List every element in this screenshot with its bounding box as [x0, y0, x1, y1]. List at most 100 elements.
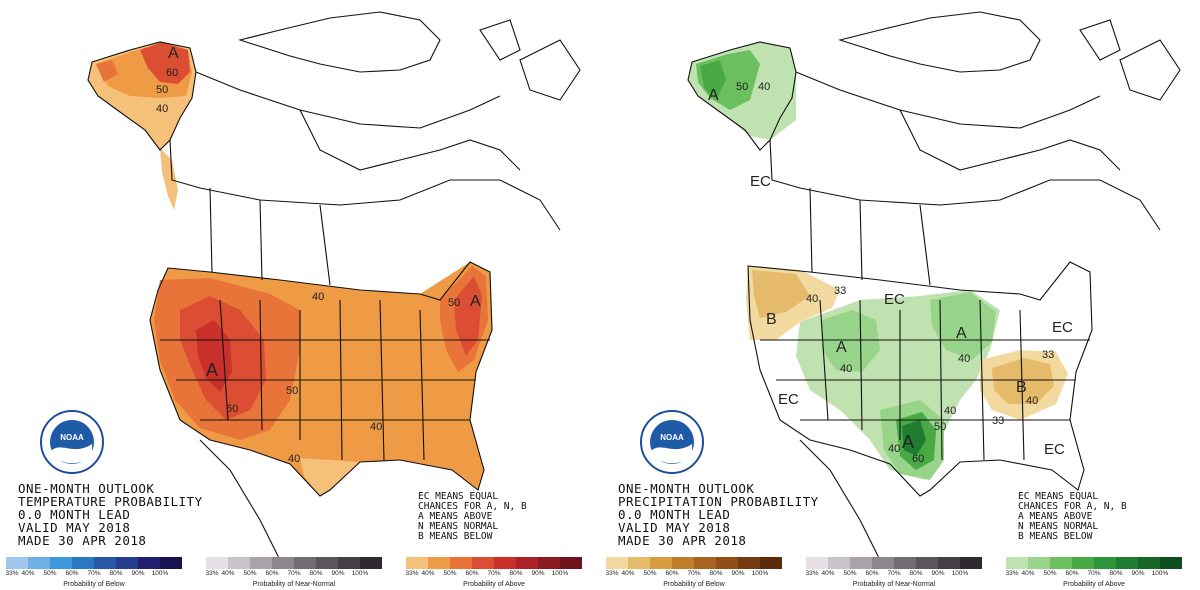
legend-note-line: N MEANS NORMAL — [1018, 521, 1099, 532]
outlook-variable: TEMPERATURE PROBABILITY — [18, 494, 203, 509]
colorbar-tick-label: 60% — [1065, 570, 1079, 577]
colorbar-tick-label: 80% — [309, 570, 323, 577]
colorbar-tick-label: 60% — [265, 570, 279, 577]
colorbar: 33% 40% 50% 60% 70% 80% 90% 100% Probability of … — [205, 557, 382, 588]
legend-note-line: CHANCES FOR A, N, B — [418, 501, 527, 512]
colorbar-title: Probability of Near-Normal — [852, 581, 936, 588]
colorbar-swatch — [760, 557, 782, 569]
colorbar-swatch — [160, 557, 182, 569]
temperature-outlook-text: ONE-MONTH OUTLOOK TEMPERATURE PROBABILIT… — [18, 482, 203, 547]
colorbar-swatch — [916, 557, 938, 569]
colorbar-tick-label: 90% — [1131, 570, 1145, 577]
texas-above-marker: A — [902, 432, 914, 452]
alaska-50-contour: 50 — [156, 84, 168, 96]
colorbar-tick-label: 70% — [287, 570, 301, 577]
precipitation-panel: A 50 40 EC B 40 33 EC A 40 A 40 EC B 33 … — [600, 0, 1200, 590]
colorbar-swatch — [560, 557, 582, 569]
colorbar-tick-label: 90% — [731, 570, 745, 577]
bc-ec-label: EC — [750, 173, 771, 190]
texas-wet-60 — [902, 420, 926, 456]
texas-40-contour-a: 40 — [944, 405, 956, 417]
colorbar-tick-label: 90% — [131, 570, 145, 577]
colorbar-tick-label: 33% — [5, 570, 19, 577]
colorbar-swatch — [72, 557, 94, 569]
colorbar-title: Probability of Below — [663, 581, 725, 588]
florida-ec-label: EC — [1044, 441, 1065, 458]
outlook-valid: VALID MAY 2018 — [618, 520, 731, 535]
legend-note-line: EC MEANS EQUAL — [418, 491, 499, 502]
precipitation-map: A 50 40 EC B 40 33 EC A 40 A 40 EC B 33 … — [687, 11, 1181, 561]
north-40-contour: 40 — [312, 291, 324, 303]
colorbar-tick-label: 40% — [21, 570, 35, 577]
colorbar-tick-label: 40% — [821, 570, 835, 577]
legend-note-line: B MEANS BELOW — [418, 531, 493, 542]
colorbar-title: Probability of Above — [1063, 581, 1125, 588]
colorbar-tick-label: 100% — [151, 570, 169, 577]
colorbar-swatch — [116, 557, 138, 569]
colorbar-tick-label: 80% — [709, 570, 723, 577]
colorbar-swatch — [1028, 557, 1050, 569]
outlook-lead: 0.0 MONTH LEAD — [618, 507, 731, 522]
colorbar-tick-label: 90% — [931, 570, 945, 577]
outlook-valid: VALID MAY 2018 — [18, 520, 131, 535]
northwest-dry-40 — [752, 270, 810, 318]
colorbar-swatch — [694, 557, 716, 569]
southeast-33-top-contour: 33 — [1042, 349, 1054, 361]
colorbar-swatch — [1094, 557, 1116, 569]
colorbar-title: Probability of Above — [463, 581, 525, 588]
outlook-made: MADE 30 APR 2018 — [618, 533, 747, 548]
colorbar-tick-label: 100% — [351, 570, 369, 577]
outlook-title: ONE-MONTH OUTLOOK — [18, 481, 155, 496]
outlook-title: ONE-MONTH OUTLOOK — [618, 481, 755, 496]
colorbar-title: Probability of Below — [63, 581, 125, 588]
central-40-contour: 40 — [840, 363, 852, 375]
outlook-lead: 0.0 MONTH LEAD — [18, 507, 131, 522]
colorbar-tick-label: 100% — [751, 570, 769, 577]
colorbar-swatch — [272, 557, 294, 569]
colorbar-swatch — [94, 557, 116, 569]
north-ec-label: EC — [884, 291, 905, 308]
legend-note-line: EC MEANS EQUAL — [1018, 491, 1099, 502]
colorbar-swatch — [672, 557, 694, 569]
alaska-60-contour: 60 — [166, 67, 178, 79]
colorbar: 33% 40% 50% 60% 70% 80% 90% 100% Probability of … — [605, 557, 782, 588]
colorbar-tick-label: 90% — [531, 570, 545, 577]
colorbar-swatch — [428, 557, 450, 569]
colorbar-tick-label: 40% — [221, 570, 235, 577]
alaska-wet-50 — [700, 60, 726, 100]
colorbar-tick-label: 33% — [205, 570, 219, 577]
alaska-50-contour: 50 — [736, 81, 748, 93]
colorbar-swatch — [250, 557, 272, 569]
colorbar-tick-label: 90% — [331, 570, 345, 577]
texas-50-contour: 50 — [934, 421, 946, 433]
colorbar-swatch — [228, 557, 250, 569]
noaa-logo: NOAA — [640, 410, 704, 474]
legend-note-line: CHANCES FOR A, N, B — [1018, 501, 1127, 512]
colorbar-tick-label: 80% — [109, 570, 123, 577]
west-60-contour: 60 — [226, 403, 238, 415]
colorbar-tick-label: 100% — [1151, 570, 1169, 577]
colorbar-swatch — [450, 557, 472, 569]
south-40-contour: 40 — [288, 453, 300, 465]
colorbar-tick-label: 33% — [405, 570, 419, 577]
colorbar-swatch — [1006, 557, 1028, 569]
colorbar-swatch — [516, 557, 538, 569]
central-above-marker: A — [836, 339, 847, 356]
east-above-marker: A — [470, 293, 481, 310]
southeast-40-contour: 40 — [1026, 395, 1038, 407]
colorbar-swatch — [738, 557, 760, 569]
noaa-logo: NOAA — [40, 410, 104, 474]
colorbar-tick-label: 50% — [443, 570, 457, 577]
colorbar-tick-label: 80% — [509, 570, 523, 577]
southeast-below-marker: B — [1016, 379, 1027, 396]
map-outlines — [687, 11, 1181, 561]
colorbar-tick-label: 70% — [887, 570, 901, 577]
precipitation-map-labels: A 50 40 EC B 40 33 EC A 40 A 40 EC B 33 … — [708, 81, 1073, 465]
colorbar-swatch — [1050, 557, 1072, 569]
colorbar-swatch — [938, 557, 960, 569]
legend-note-line: N MEANS NORMAL — [418, 521, 499, 532]
temperature-map-labels: A 60 50 40 A 60 50 40 40 40 A 50 — [156, 45, 481, 465]
colorbar-swatch — [850, 557, 872, 569]
colorbar-tick-label: 40% — [421, 570, 435, 577]
bc-coast-above — [160, 148, 178, 210]
